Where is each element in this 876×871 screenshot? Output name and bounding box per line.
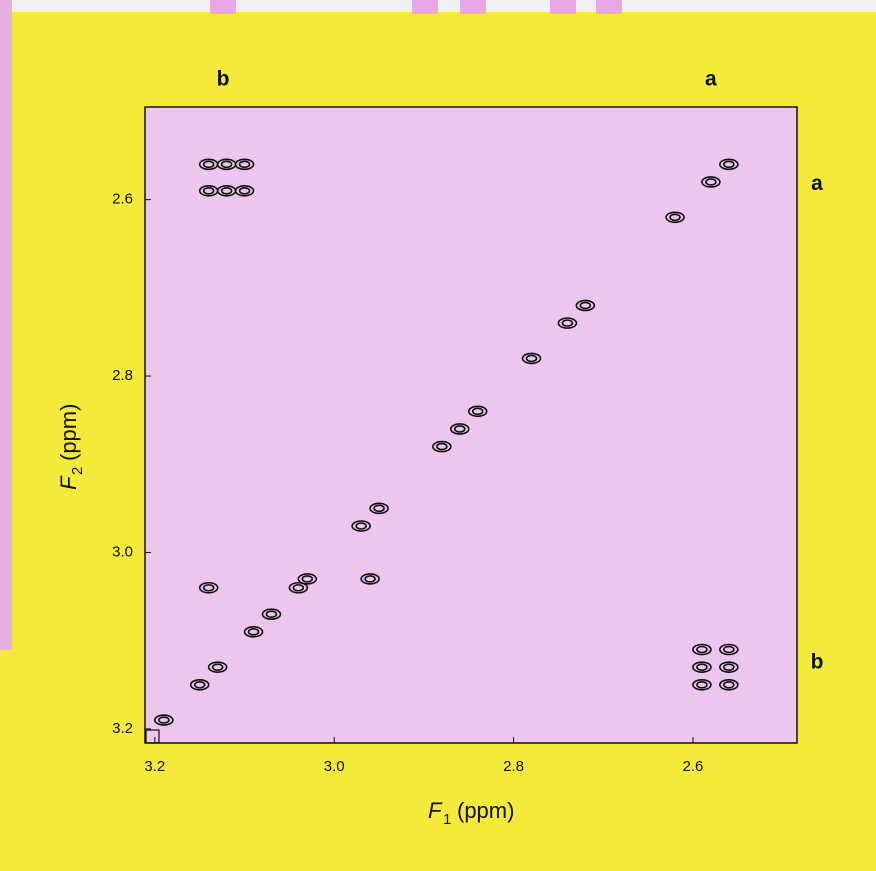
decor (210, 0, 236, 14)
y-tick-label: 3.0 (112, 543, 133, 560)
x-tick-label: 2.8 (503, 758, 524, 775)
annotation: b (217, 68, 230, 91)
x-tick-label: 3.0 (324, 758, 345, 775)
x-label-subscript: 1 (443, 811, 451, 828)
annotation: b (811, 650, 824, 673)
decor (550, 0, 576, 14)
decor (460, 0, 486, 14)
x-label-unit: (ppm) (457, 798, 514, 823)
decor (0, 0, 12, 650)
x-label-symbol: F (428, 798, 443, 823)
y-label-unit: (ppm) (56, 404, 81, 461)
annotation: a (811, 172, 823, 195)
annotation: a (705, 68, 717, 91)
decor (412, 0, 438, 14)
y-tick-label: 2.8 (112, 367, 133, 384)
decor (596, 0, 622, 14)
y-label-symbol: F (56, 475, 81, 490)
y-label-subscript: 2 (69, 467, 86, 475)
y-tick-label: 3.2 (112, 720, 133, 737)
y-tick-label: 2.6 (112, 191, 133, 208)
chart: F 1 (ppm) F 2 (ppm) 3.2 3.0 2.8 2.6 2.6 2.8 3.… (0, 0, 876, 871)
x-tick-label: 2.6 (683, 758, 704, 775)
x-tick-label: 3.2 (144, 758, 165, 775)
